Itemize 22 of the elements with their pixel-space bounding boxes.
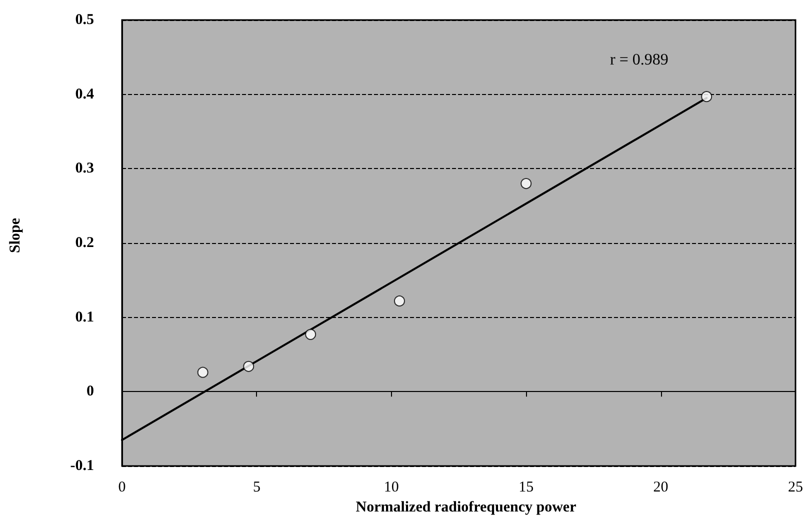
x-tick-label: 25 [788, 480, 803, 496]
x-axis-title: Normalized radiofrequency power [356, 500, 577, 516]
x-tick-label: 20 [653, 480, 668, 496]
y-tick-label: 0.4 [75, 86, 94, 102]
y-tick-label: 0.2 [75, 235, 94, 251]
point [394, 295, 405, 306]
y-tick-label: 0 [86, 384, 94, 400]
y-tick-label: 0.1 [75, 309, 94, 326]
x-tick-label: 5 [252, 480, 260, 496]
y-tick-label: 0.5 [75, 12, 94, 28]
point [243, 360, 254, 372]
x-tick-label: 15 [518, 480, 534, 496]
y-axis-title: Slope [8, 218, 24, 254]
x-tick-label: 0 [118, 480, 126, 496]
annotation: r = 0.989 [610, 52, 668, 68]
point [197, 366, 208, 378]
y-tick-label: 0.3 [75, 160, 94, 177]
point [305, 328, 316, 340]
y-tick-label: -0.1 [70, 458, 94, 474]
point [701, 91, 712, 102]
point [520, 178, 532, 190]
x-tick-label: 10 [384, 480, 399, 496]
